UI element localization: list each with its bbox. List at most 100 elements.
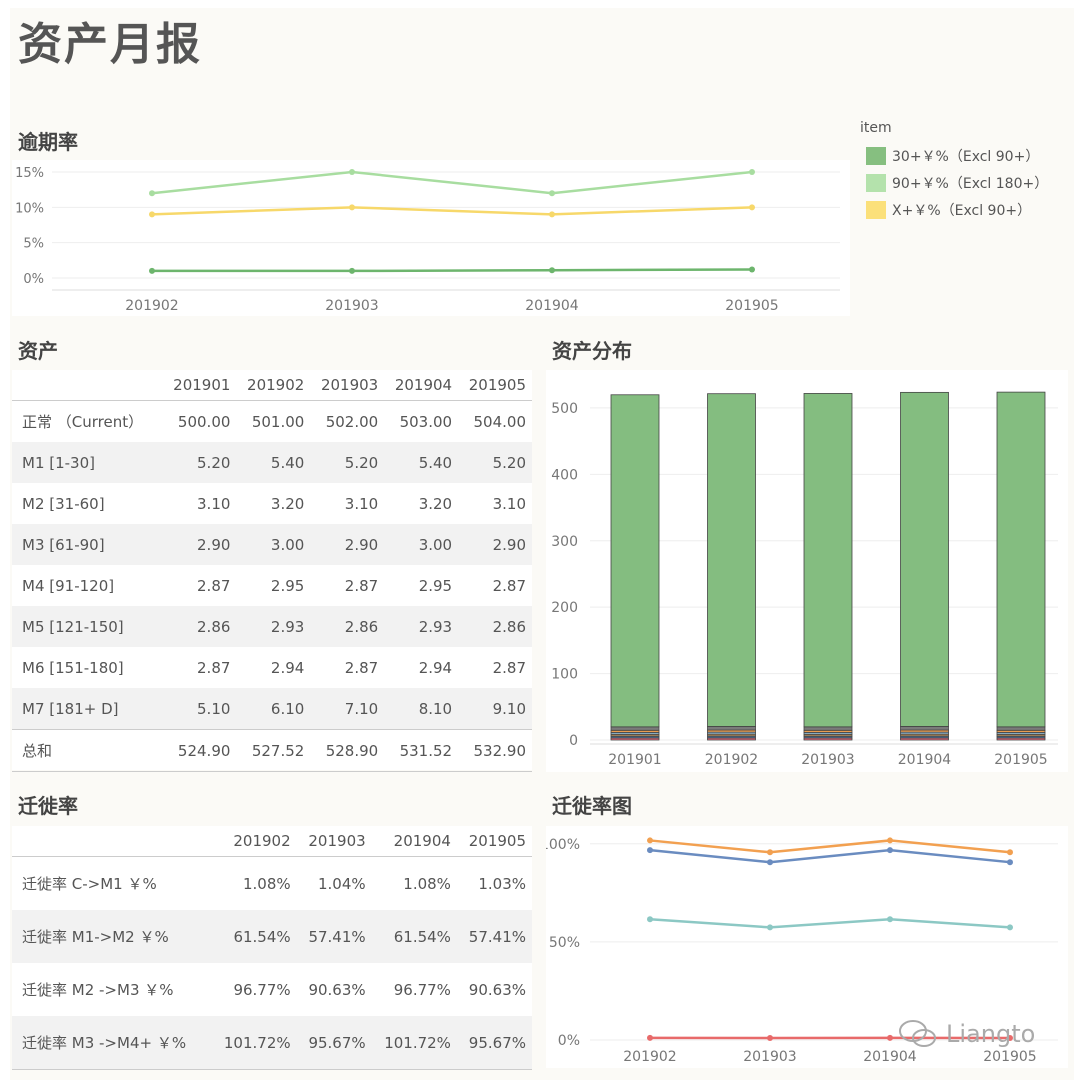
table-cell: 501.00 (251, 412, 305, 431)
table-cell: 96.77% (233, 980, 291, 999)
table-cell: 2.93 (418, 617, 453, 636)
table-row: M1 [1-30] 5.20 5.40 5.20 5.40 5.20 (12, 442, 532, 483)
table-cell: 5.10 (197, 699, 231, 718)
y-tick-label: 300 (551, 534, 578, 550)
data-point (647, 837, 653, 844)
y-tick-label: 10% (15, 201, 44, 216)
table-cell: 2.87 (197, 576, 231, 595)
migration-chart-panel: 0% 50% 100% 201902 201903 201904 201905 (540, 826, 1068, 1068)
table-cell: 3.10 (492, 494, 526, 513)
table-cell: 5.40 (418, 453, 453, 472)
table-cell: 2.90 (492, 535, 526, 554)
row-label: M4 [91-120] (22, 576, 115, 595)
assets-table-panel: 201901 201902 201903 201904 201905 正常 （C… (12, 370, 532, 772)
table-cell: 90.63% (468, 980, 526, 999)
table-cell: 61.54% (233, 927, 291, 946)
data-point (349, 267, 355, 274)
legend-item: 90+￥%（Excl 180+） (860, 169, 1048, 196)
data-point (549, 267, 555, 274)
column-header: 201905 (458, 370, 532, 401)
table-cell: 2.87 (492, 576, 526, 595)
column-header (12, 826, 212, 857)
table-cell: 2.95 (418, 576, 453, 595)
data-point (749, 169, 755, 175)
bar-segment (803, 393, 853, 728)
table-cell: 2.94 (418, 658, 453, 677)
table-cell: 1.03% (478, 874, 526, 893)
legend-title: item (860, 120, 892, 136)
table-cell: 2.90 (197, 535, 231, 554)
x-tick-label: 201905 (983, 1049, 1036, 1065)
table-cell: 532.90 (458, 729, 532, 772)
table-cell: 5.40 (270, 453, 305, 472)
table-cell: 5.20 (492, 453, 526, 472)
row-label: M7 [181+ D] (22, 699, 119, 718)
table-cell: 531.52 (384, 729, 459, 772)
row-label: M3 [61-90] (22, 535, 105, 554)
migration-table: 201902 201903 201904 201905 迁徙率 C->M1 ￥%… (12, 826, 532, 1070)
overdue-chart-panel: 0% 5% 10% 15% 201902 201903 201904 201905 (12, 160, 850, 316)
table-cell: 5.20 (344, 453, 379, 472)
column-header: 201902 (211, 826, 297, 857)
x-tick-label: 201901 (608, 752, 661, 768)
distribution-bar-chart: 0 100 200 300 400 500 201901 201902 201903 201904… (551, 391, 1058, 768)
x-tick-label: 201904 (863, 1049, 917, 1065)
data-point (767, 1034, 773, 1041)
series-line (151, 206, 753, 216)
table-cell: 2.94 (270, 658, 305, 677)
legend-label: X+￥%（Excl 90+） (892, 202, 1032, 219)
bar-segment (996, 726, 1046, 731)
column-header: 201904 (384, 370, 459, 401)
y-tick-label: 400 (551, 467, 578, 483)
assets-title: 资产 (18, 339, 58, 363)
migration-line-chart: 0% 50% 100% 201902 201903 201904 201905 (540, 837, 1058, 1065)
overdue-line-chart: 0% 5% 10% 15% 201902 201903 201904 201905 (15, 166, 840, 314)
data-point (549, 211, 555, 218)
table-cell: 95.67% (456, 1016, 532, 1070)
page-title: 资产月报 (18, 19, 202, 70)
table-cell: 3.20 (270, 494, 305, 513)
migration-chart-title: 迁徙率图 (552, 794, 632, 818)
table-row: M7 [181+ D] 5.10 6.10 7.10 8.10 9.10 (12, 688, 532, 730)
data-point (749, 266, 755, 273)
assets-table: 201901 201902 201903 201904 201905 正常 （C… (12, 370, 532, 772)
data-point (1007, 924, 1013, 931)
overdue-title: 逾期率 (18, 130, 78, 154)
table-cell: 5.20 (197, 453, 231, 472)
watermark-text: Liangto (946, 1020, 1036, 1048)
column-header: 201903 (310, 370, 385, 401)
data-point (647, 847, 653, 854)
table-cell: 7.10 (344, 699, 379, 718)
series-line (152, 268, 753, 273)
x-tick-label: 201902 (623, 1049, 676, 1065)
row-label: 迁徙率 C->M1 ￥% (22, 875, 157, 893)
data-point (349, 169, 355, 175)
data-point (887, 847, 893, 854)
legend-label: 90+￥%（Excl 180+） (892, 175, 1049, 192)
table-cell: 3.10 (197, 494, 231, 513)
bar-segment (707, 726, 756, 731)
row-label: 总和 (12, 729, 163, 772)
row-label: M1 [1-30] (22, 453, 96, 472)
column-header: 201904 (371, 826, 457, 857)
x-tick-label: 201905 (994, 752, 1047, 768)
data-point (349, 204, 355, 211)
table-row: M2 [31-60] 3.10 3.20 3.10 3.20 3.10 (12, 483, 532, 524)
table-cell: 3.20 (418, 494, 453, 513)
data-point (149, 190, 155, 197)
distribution-title: 资产分布 (552, 339, 632, 363)
data-point (767, 924, 773, 931)
table-cell: 2.90 (344, 535, 379, 554)
y-tick-label: 15% (15, 166, 44, 181)
table-row: M3 [61-90] 2.90 3.00 2.90 3.00 2.90 (12, 524, 532, 565)
migration-table-panel: 201902 201903 201904 201905 迁徙率 C->M1 ￥%… (12, 826, 532, 1070)
table-cell: 2.95 (270, 576, 305, 595)
table-cell: 500.00 (177, 412, 231, 431)
table-cell: 9.10 (492, 699, 526, 718)
watermark: Liangto (898, 1018, 1035, 1050)
column-header: 201902 (236, 370, 311, 401)
series-line (649, 848, 1011, 864)
table-cell: 1.08% (403, 874, 451, 893)
table-cell: 524.90 (162, 729, 237, 772)
x-tick-label: 201902 (125, 298, 178, 314)
